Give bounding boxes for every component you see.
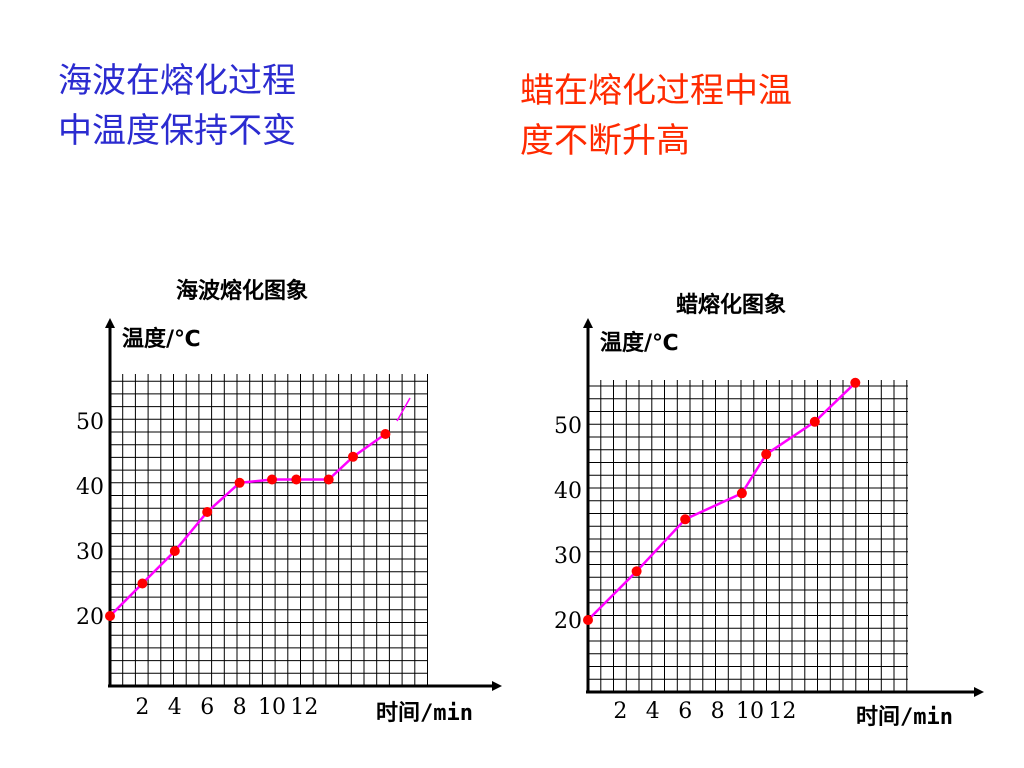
data-point — [680, 514, 691, 525]
data-point — [323, 474, 334, 485]
y-ticks-left: 20 30 40 50 — [76, 410, 104, 630]
data-point — [267, 474, 277, 485]
data-point — [234, 477, 245, 488]
y-tick-label: 40 — [76, 475, 104, 500]
y-ticks-right: 20 30 40 50 — [554, 414, 582, 634]
x-tick-label: 4 — [168, 695, 182, 720]
chart-title-left: 海波熔化图象 — [176, 278, 308, 304]
x-tick-label: 6 — [200, 695, 214, 720]
series-points-right — [583, 377, 861, 625]
y-axis-label-right: 温度/℃ — [600, 330, 679, 356]
data-point — [348, 451, 358, 462]
y-tick-label: 20 — [76, 605, 104, 630]
y-tick-label: 30 — [76, 540, 104, 565]
y-tick-label: 50 — [554, 414, 582, 439]
y-tick-label: 30 — [554, 544, 582, 569]
x-tick-label: 12 — [768, 699, 796, 724]
data-point — [631, 566, 642, 577]
data-point — [105, 611, 115, 621]
caption-left: 海波在熔化过程 中温度保持不变 — [58, 61, 296, 151]
data-point — [291, 474, 302, 485]
x-axis-label-right: 时间/min — [856, 705, 953, 730]
x-tick-label: 12 — [290, 695, 318, 720]
data-point — [583, 615, 593, 625]
x-tick-label: 8 — [711, 699, 725, 724]
data-point — [809, 416, 820, 427]
series-line-left — [109, 432, 387, 617]
grid-left — [109, 374, 428, 687]
series-line-tail-left — [396, 397, 411, 422]
y-tick-label: 50 — [76, 410, 104, 435]
caption-right: 蜡在熔化过程中温 度不断升高 — [520, 71, 792, 161]
x-tick-label: 6 — [678, 699, 692, 724]
x-tick-label: 8 — [233, 695, 247, 720]
data-point — [137, 578, 148, 589]
x-ticks-right: 2 4 6 8 10 12 — [613, 699, 796, 724]
x-tick-label: 10 — [736, 699, 764, 724]
x-tick-label: 2 — [135, 695, 149, 720]
x-ticks-left: 2 4 6 8 10 12 — [135, 695, 318, 720]
grid-right — [587, 380, 908, 693]
data-point — [380, 429, 391, 439]
data-point — [761, 449, 772, 460]
data-point — [169, 546, 180, 556]
x-tick-label: 2 — [613, 699, 627, 724]
data-point — [202, 507, 213, 517]
x-tick-label: 10 — [258, 695, 286, 720]
wax-melting-chart: 蜡熔化图象 温度/℃ 时间/min 2 4 6 8 10 12 20 30 40 50 — [554, 292, 984, 730]
data-point — [850, 377, 861, 388]
x-tick-label: 4 — [646, 699, 660, 724]
data-point — [736, 488, 747, 499]
hypo-melting-chart: 海波熔化图象 温度/℃ 时间/min 2 4 6 8 10 12 20 30 40 50 — [76, 278, 502, 726]
x-axis-label-left: 时间/min — [376, 701, 473, 726]
y-tick-label: 20 — [554, 609, 582, 634]
chart-title-right: 蜡熔化图象 — [676, 292, 786, 318]
y-tick-label: 40 — [554, 479, 582, 504]
series-points-left — [105, 429, 391, 621]
y-axis-label-left: 温度/℃ — [122, 326, 201, 352]
